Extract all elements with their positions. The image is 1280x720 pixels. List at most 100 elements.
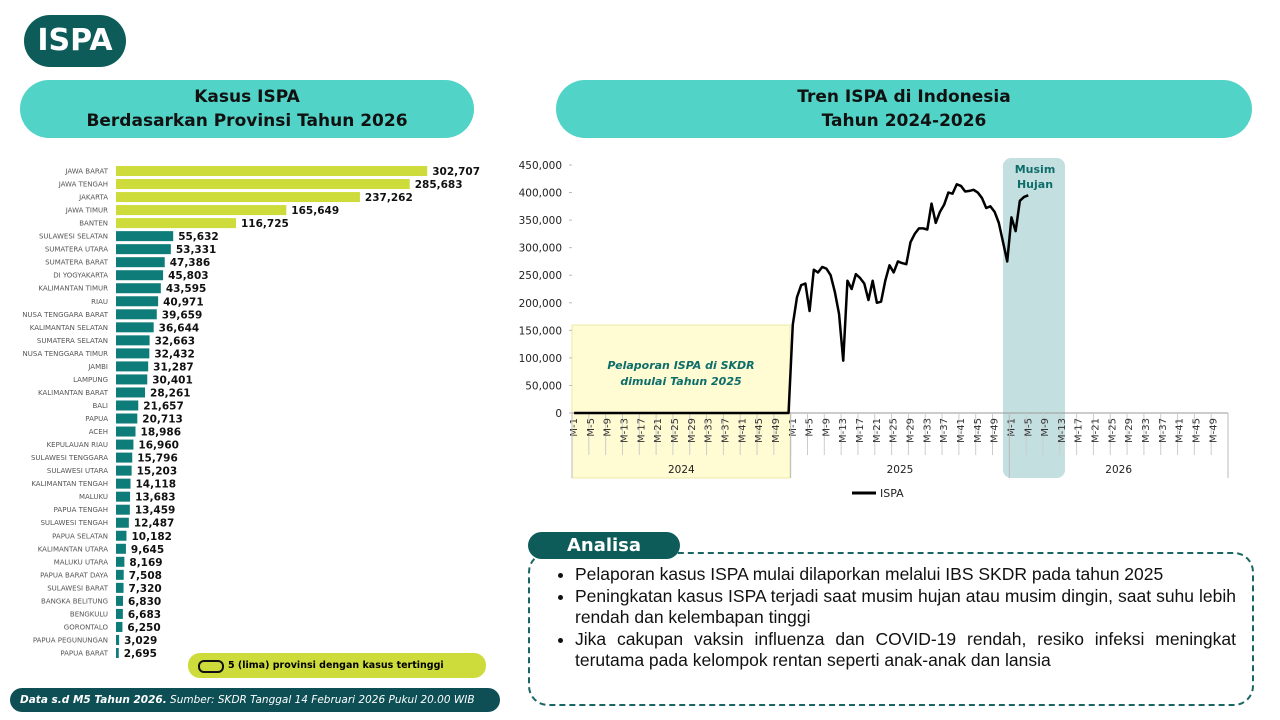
x-tick-label: M-45 — [973, 418, 984, 443]
bar-value-label: 32,663 — [155, 335, 196, 347]
bar — [116, 608, 123, 619]
bar-value-label: 6,683 — [128, 609, 161, 621]
x-tick-label: M-5 — [805, 418, 816, 437]
rain-season-band — [1003, 158, 1065, 478]
y-tick-label: 0 — [555, 408, 562, 420]
bar-value-label: 28,261 — [150, 387, 191, 399]
bar — [116, 400, 139, 411]
bar — [116, 387, 146, 398]
x-tick-label: M-1 — [1006, 418, 1017, 437]
bar-category-label: KEPULAUAN RIAU — [47, 441, 108, 449]
bar — [116, 582, 124, 593]
x-tick-label: M-25 — [1107, 418, 1118, 443]
bar-value-label: 47,386 — [170, 257, 211, 269]
bar-category-label: MALUKU UTARA — [54, 558, 108, 566]
bar-category-label: NUSA TENGGARA BARAT — [22, 311, 109, 319]
bar — [116, 517, 129, 528]
x-tick-label: M-1 — [569, 418, 580, 437]
bar-chart-header: Kasus ISPA Berdasarkan Provinsi Tahun 20… — [20, 80, 474, 138]
y-tick-label: 450,000 — [519, 160, 562, 172]
x-tick-label: M-37 — [939, 418, 950, 443]
bar-value-label: 12,487 — [134, 518, 175, 530]
x-tick-label: M-13 — [838, 418, 849, 443]
bar — [116, 257, 165, 268]
bar — [116, 478, 131, 489]
x-tick-label: M-21 — [1091, 418, 1102, 443]
y-tick-label: 150,000 — [519, 325, 562, 337]
bar — [116, 530, 127, 541]
bar-category-label: SUMATERA SELATAN — [37, 337, 108, 345]
bar-value-label: 55,632 — [178, 231, 219, 243]
bar-category-label: DI YOGYAKARTA — [53, 272, 108, 280]
analysis-title: Analisa — [528, 532, 680, 559]
bar-category-label: KALIMANTAN SELATAN — [30, 324, 108, 332]
bar-value-label: 31,287 — [153, 361, 194, 373]
bar — [116, 413, 138, 424]
bar — [116, 556, 125, 567]
bar-category-label: PAPUA PEGUNUNGAN — [33, 636, 108, 644]
bar-category-label: BENGKULU — [70, 610, 108, 618]
bar — [116, 283, 161, 294]
bar-category-label: KALIMANTAN TENGAH — [31, 480, 108, 488]
bar — [116, 361, 149, 372]
analysis-bullet: Jika cakupan vaksin influenza dan COVID-… — [575, 629, 1236, 672]
x-tick-label: M-25 — [670, 418, 681, 443]
bar-value-label: 21,657 — [143, 400, 184, 412]
y-tick-label: 100,000 — [519, 353, 562, 365]
bar — [116, 205, 287, 216]
bar-category-label: PAPUA SELATAN — [52, 532, 108, 540]
bar-category-label: BANGKA BELITUNG — [41, 597, 108, 605]
x-tick-label: M-41 — [737, 418, 748, 443]
bar-category-label: PAPUA BARAT DAYA — [40, 571, 108, 579]
analysis-box — [528, 552, 1254, 706]
bar-category-label: PAPUA — [85, 415, 108, 423]
bar-category-label: MALUKU — [79, 493, 108, 501]
x-tick-label: M-17 — [1074, 418, 1085, 443]
bar-value-label: 165,649 — [291, 205, 339, 217]
bar-value-label: 7,508 — [129, 570, 162, 582]
bar-category-label: KALIMANTAN UTARA — [38, 545, 108, 553]
footer: Data s.d M5 Tahun 2026. Sumber: SKDR Tan… — [10, 688, 500, 712]
bar-value-label: 39,659 — [162, 309, 203, 321]
analysis-list: Pelaporan kasus ISPA mulai dilaporkan me… — [546, 564, 1236, 672]
x-group-label: 2026 — [1105, 464, 1132, 476]
x-tick-label: M-37 — [720, 418, 731, 443]
bar — [116, 348, 150, 359]
bar-value-label: 237,262 — [365, 192, 413, 204]
bar-value-label: 45,803 — [168, 270, 209, 282]
x-tick-label: M-5 — [1023, 418, 1034, 437]
bar-value-label: 13,459 — [135, 505, 176, 517]
footer-source: Sumber: SKDR Tanggal 14 Februari 2026 Pu… — [170, 694, 475, 706]
bar — [116, 543, 126, 554]
annotation: Pelaporan ISPA di SKDR — [607, 359, 754, 372]
bar — [116, 166, 428, 176]
x-tick-label: M-29 — [687, 418, 698, 443]
page-title: ISPA — [24, 15, 126, 67]
x-tick-label: M-33 — [704, 418, 715, 443]
bar — [116, 439, 134, 450]
bar-value-label: 10,182 — [131, 531, 172, 543]
bar-category-label: BALI — [92, 402, 108, 410]
bar-value-label: 3,029 — [124, 635, 157, 647]
y-tick-label: 350,000 — [519, 215, 562, 227]
bar-legend-note: 5 (lima) provinsi dengan kasus tertinggi — [188, 653, 486, 678]
bar-value-label: 7,320 — [129, 583, 162, 595]
x-tick-label: M-9 — [821, 418, 832, 437]
bar-value-label: 14,118 — [136, 479, 177, 491]
bar-value-label: 43,595 — [166, 283, 207, 295]
bar — [116, 648, 119, 658]
y-tick-label: 300,000 — [519, 243, 562, 255]
x-tick-label: M-17 — [855, 418, 866, 443]
x-tick-label: M-9 — [603, 418, 614, 437]
bar-category-label: KALIMANTAN TIMUR — [38, 285, 108, 293]
line-chart-subtitle: Tahun 2024-2026 — [821, 111, 987, 131]
annotation: dimulai Tahun 2025 — [620, 375, 742, 388]
bar — [116, 218, 237, 229]
bar-category-label: SUMATERA UTARA — [45, 246, 108, 254]
bar-category-label: JAMBI — [87, 363, 108, 371]
x-group-label: 2025 — [887, 464, 914, 476]
analysis-bullet: Peningkatan kasus ISPA terjadi saat musi… — [575, 586, 1236, 629]
x-tick-label: M-41 — [1175, 418, 1186, 443]
bar-value-label: 8,169 — [129, 557, 162, 569]
